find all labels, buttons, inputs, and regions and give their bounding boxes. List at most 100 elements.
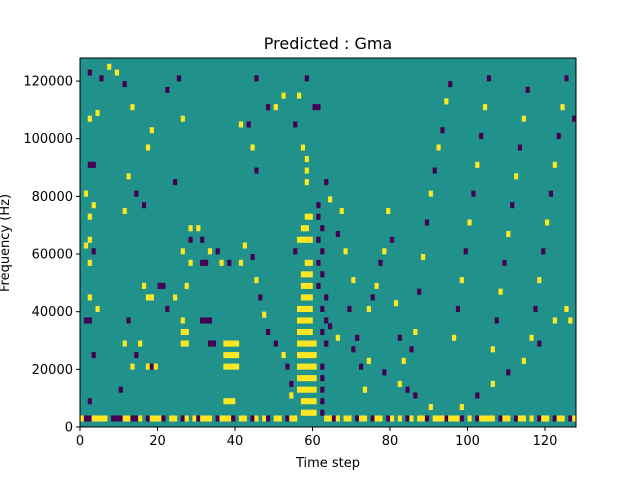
heatmap-cell bbox=[490, 380, 495, 387]
heatmap-cell bbox=[145, 363, 151, 370]
heatmap-cell bbox=[87, 259, 92, 266]
heatmap-cell bbox=[432, 167, 437, 174]
heatmap-cell bbox=[180, 328, 185, 336]
y-axis: 0 20000 40000 60000 80000 100000 120000 bbox=[23, 75, 80, 436]
heatmap-cell bbox=[560, 415, 565, 422]
heatmap-cell bbox=[514, 173, 519, 180]
heatmap-cell bbox=[304, 213, 309, 220]
heatmap-cell bbox=[304, 328, 309, 336]
heatmap-cell bbox=[235, 363, 240, 370]
heatmap-cell bbox=[304, 271, 309, 278]
heatmap-cell bbox=[145, 415, 151, 422]
heatmap-cell bbox=[506, 415, 511, 422]
heatmap-cell bbox=[459, 277, 464, 284]
heatmap-cell bbox=[184, 328, 189, 336]
heatmap-cell bbox=[529, 334, 534, 341]
heatmap-cell bbox=[289, 415, 294, 422]
heatmap-cell bbox=[87, 69, 92, 76]
heatmap-cell bbox=[273, 340, 278, 347]
heatmap-cell bbox=[246, 121, 251, 128]
heatmap-cell bbox=[211, 340, 216, 347]
heatmap-cell bbox=[87, 115, 92, 122]
heatmap-cell bbox=[297, 92, 302, 99]
heatmap-cell bbox=[126, 415, 131, 422]
heatmap-cell bbox=[250, 254, 255, 261]
heatmap-cell bbox=[231, 340, 236, 347]
heatmap-cell bbox=[444, 415, 449, 422]
heatmap-cell bbox=[320, 375, 325, 382]
heatmap-cell bbox=[134, 352, 139, 359]
heatmap-cell bbox=[297, 352, 302, 359]
x-axis: 0 20 40 60 80 100 120 bbox=[76, 427, 557, 449]
heatmap-cell bbox=[219, 259, 224, 266]
heatmap-cell bbox=[424, 415, 430, 422]
heatmap-cell bbox=[455, 305, 461, 312]
heatmap-cell bbox=[459, 403, 464, 411]
heatmap-cell bbox=[223, 398, 228, 405]
heatmap-cell bbox=[300, 271, 306, 278]
heatmap-cell bbox=[297, 375, 302, 382]
heatmap-cell bbox=[351, 346, 356, 353]
heatmap-cell bbox=[254, 167, 259, 174]
heatmap-cell bbox=[87, 317, 92, 324]
heatmap-cell bbox=[471, 190, 476, 197]
heatmap-cell bbox=[560, 104, 565, 111]
heatmap-cell bbox=[320, 363, 325, 370]
heatmap-cell bbox=[122, 415, 127, 422]
heatmap-cell bbox=[95, 415, 100, 422]
heatmap-cell bbox=[207, 248, 213, 255]
heatmap-cell bbox=[297, 386, 302, 393]
heatmap-cell bbox=[355, 334, 360, 341]
heatmap-cell bbox=[370, 294, 375, 301]
heatmap-cell bbox=[541, 248, 546, 255]
heatmap-cell bbox=[238, 415, 244, 422]
heatmap-cell bbox=[304, 340, 309, 347]
heatmap-cell bbox=[103, 415, 108, 422]
heatmap-cell bbox=[304, 179, 309, 186]
heatmap-cell bbox=[312, 398, 317, 405]
heatmap-cell bbox=[552, 161, 557, 168]
heatmap-cell bbox=[169, 415, 174, 422]
heatmap-cell bbox=[510, 202, 515, 209]
heatmap-cell bbox=[382, 369, 387, 376]
heatmap-cell bbox=[378, 259, 383, 266]
heatmap-cell bbox=[250, 415, 255, 422]
heatmap-cell bbox=[568, 317, 573, 324]
heatmap-cell bbox=[196, 415, 201, 422]
heatmap-cell bbox=[173, 415, 178, 422]
heatmap-cell bbox=[556, 132, 561, 140]
heatmap-cell bbox=[359, 415, 364, 422]
heatmap-cell bbox=[300, 328, 306, 336]
heatmap-cell bbox=[149, 363, 154, 370]
heatmap-cell bbox=[231, 363, 236, 370]
heatmap-cell bbox=[308, 259, 313, 266]
heatmap-cell bbox=[486, 415, 492, 422]
heatmap-cell bbox=[300, 225, 306, 232]
heatmap-cell bbox=[304, 167, 309, 174]
heatmap-cell bbox=[184, 340, 189, 347]
heatmap-cell bbox=[293, 415, 298, 422]
heatmap-cell bbox=[300, 375, 306, 382]
heatmap-cell bbox=[215, 415, 220, 422]
heatmap-cell bbox=[258, 294, 263, 301]
heatmap-cell bbox=[87, 415, 92, 422]
heatmap-cell bbox=[483, 104, 488, 111]
heatmap-cell bbox=[320, 386, 325, 393]
heatmap-cell bbox=[254, 277, 259, 284]
heatmap-cell bbox=[130, 363, 135, 370]
heatmap-cell bbox=[173, 179, 178, 186]
heatmap-cell bbox=[180, 415, 185, 422]
heatmap-cell bbox=[405, 386, 410, 393]
heatmap-cell bbox=[444, 98, 449, 105]
heatmap-cell bbox=[134, 190, 139, 197]
heatmap-cell bbox=[227, 340, 232, 347]
heatmap-cell bbox=[335, 230, 340, 238]
heatmap-cell bbox=[459, 415, 464, 422]
heatmap-cell bbox=[308, 213, 313, 220]
heatmap-cell bbox=[118, 386, 123, 393]
heatmap-cell bbox=[231, 415, 236, 422]
heatmap-cell bbox=[401, 357, 406, 364]
y-tick-label: 60000 bbox=[32, 248, 73, 263]
heatmap-cell bbox=[564, 305, 569, 312]
heatmap-cell bbox=[572, 415, 577, 422]
